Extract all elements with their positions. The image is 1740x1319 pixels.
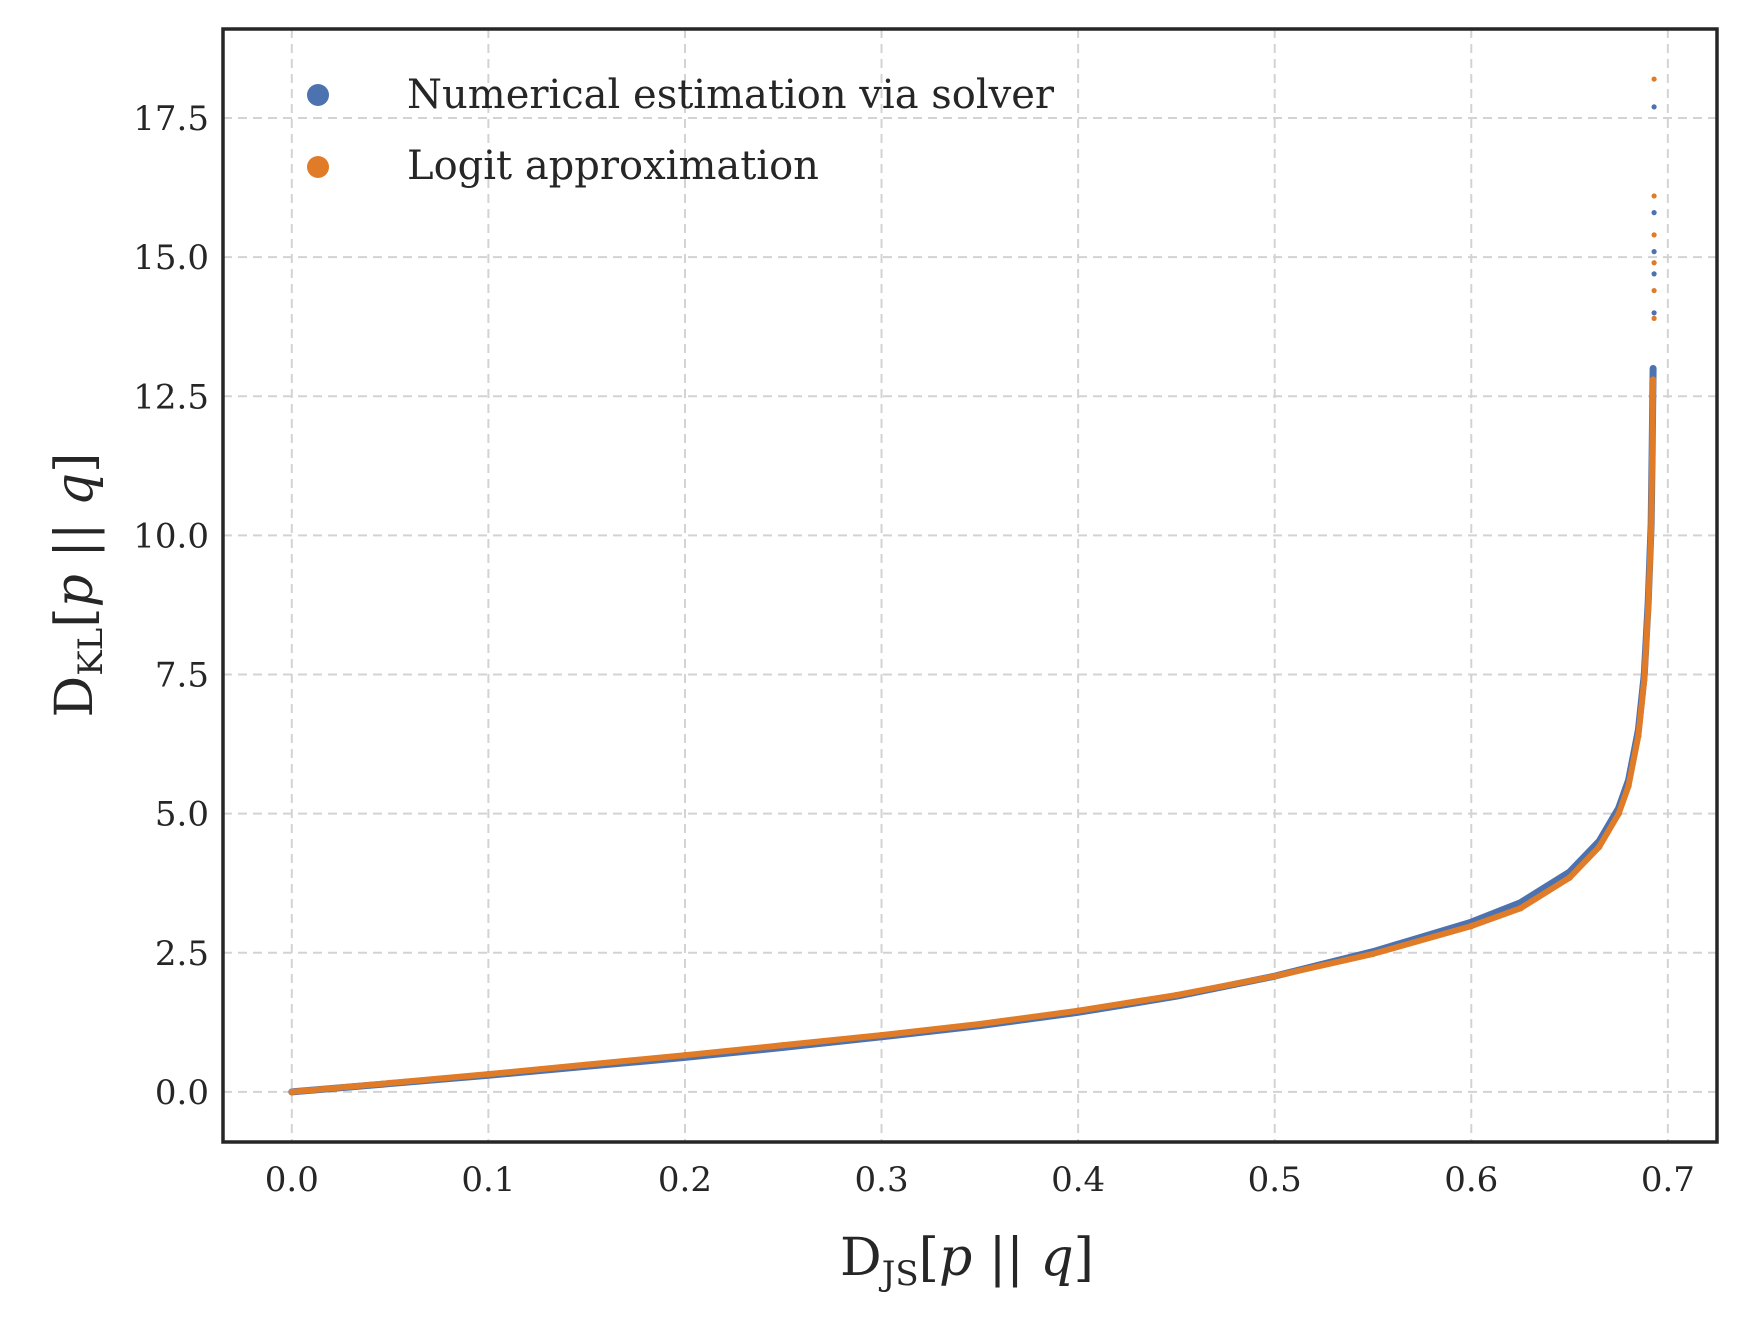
x-tick-label: 0.4	[1051, 1160, 1105, 1200]
y-tick-label: 17.5	[133, 99, 209, 139]
data-point-logit	[780, 1041, 787, 1049]
series-curve-logit	[288, 376, 1657, 1095]
data-point-logit	[1369, 950, 1377, 958]
data-point-logit	[1074, 1007, 1082, 1014]
y-tick-label: 0.0	[155, 1073, 209, 1113]
x-tick-label: 0.0	[265, 1160, 319, 1200]
data-point-logit	[1651, 193, 1657, 199]
legend-marker-solver	[307, 84, 329, 106]
data-point-solver	[1651, 310, 1657, 316]
data-point-logit	[1644, 604, 1652, 611]
data-point-logit	[1651, 232, 1657, 238]
data-point-logit	[1647, 526, 1655, 534]
data-point-logit	[1595, 843, 1603, 851]
data-point-logit	[1566, 874, 1573, 881]
data-point-logit	[1651, 315, 1657, 321]
data-point-logit	[485, 1070, 492, 1078]
y-tick-label: 10.0	[133, 516, 209, 556]
y-tick-label: 7.5	[155, 656, 209, 696]
data-point-logit	[1635, 732, 1642, 739]
plot-frame	[221, 27, 1719, 1144]
x-ticks: 0.0 0.1 0.2 0.3 0.4 0.5 0.6 0.7	[265, 1160, 1695, 1200]
data-point-logit	[583, 1061, 590, 1068]
y-tick-label: 5.0	[155, 795, 209, 835]
x-tick-label: 0.1	[461, 1160, 515, 1200]
data-point-logit	[1517, 905, 1524, 912]
data-point-logit	[681, 1051, 689, 1059]
x-tick-label: 0.6	[1444, 1160, 1498, 1200]
data-point-logit	[1649, 376, 1657, 383]
data-point-logit	[288, 1088, 296, 1096]
y-tick-label: 15.0	[133, 238, 209, 278]
data-point-logit	[386, 1079, 394, 1087]
y-ticks: 0.0 2.5 5.0 7.5 10.0 12.5 15.0 17.5	[133, 99, 209, 1113]
grid	[223, 29, 1717, 1142]
x-tick-label: 0.2	[658, 1160, 712, 1200]
data-point-logit	[1641, 676, 1648, 684]
legend-marker-logit	[307, 156, 329, 178]
legend: Numerical estimation via solver Logit ap…	[307, 72, 1055, 189]
data-point-solver	[1651, 210, 1657, 216]
data-point-logit	[1625, 782, 1632, 790]
data-point-logit	[1648, 454, 1656, 461]
legend-label-solver: Numerical estimation via solver	[407, 72, 1055, 118]
x-tick-label: 0.3	[855, 1160, 909, 1200]
data-point-logit	[1651, 260, 1657, 266]
data-point-logit	[976, 1020, 984, 1028]
data-point-solver	[1651, 104, 1657, 110]
x-tick-label: 0.7	[1641, 1160, 1695, 1200]
data-point-logit	[1651, 76, 1657, 82]
plot-series	[288, 364, 1657, 1096]
data-point-logit	[1271, 972, 1278, 980]
x-axis-title: DJS[p || q]	[840, 1228, 1094, 1294]
data-point-logit	[1615, 810, 1622, 817]
x-tick-label: 0.5	[1248, 1160, 1302, 1200]
data-point-logit	[1468, 922, 1475, 930]
data-point-solver	[1649, 365, 1657, 372]
data-point-solver	[1651, 249, 1657, 255]
legend-label-logit: Logit approximation	[407, 143, 819, 189]
data-point-solver	[1651, 271, 1657, 277]
data-point-logit	[1651, 287, 1657, 294]
outlier-points	[1651, 76, 1657, 321]
data-point-logit	[878, 1031, 885, 1039]
data-point-logit	[1173, 991, 1180, 999]
y-axis-title: DKL[p || q]	[45, 453, 111, 718]
y-tick-label: 12.5	[133, 377, 209, 417]
y-tick-label: 2.5	[155, 934, 209, 974]
